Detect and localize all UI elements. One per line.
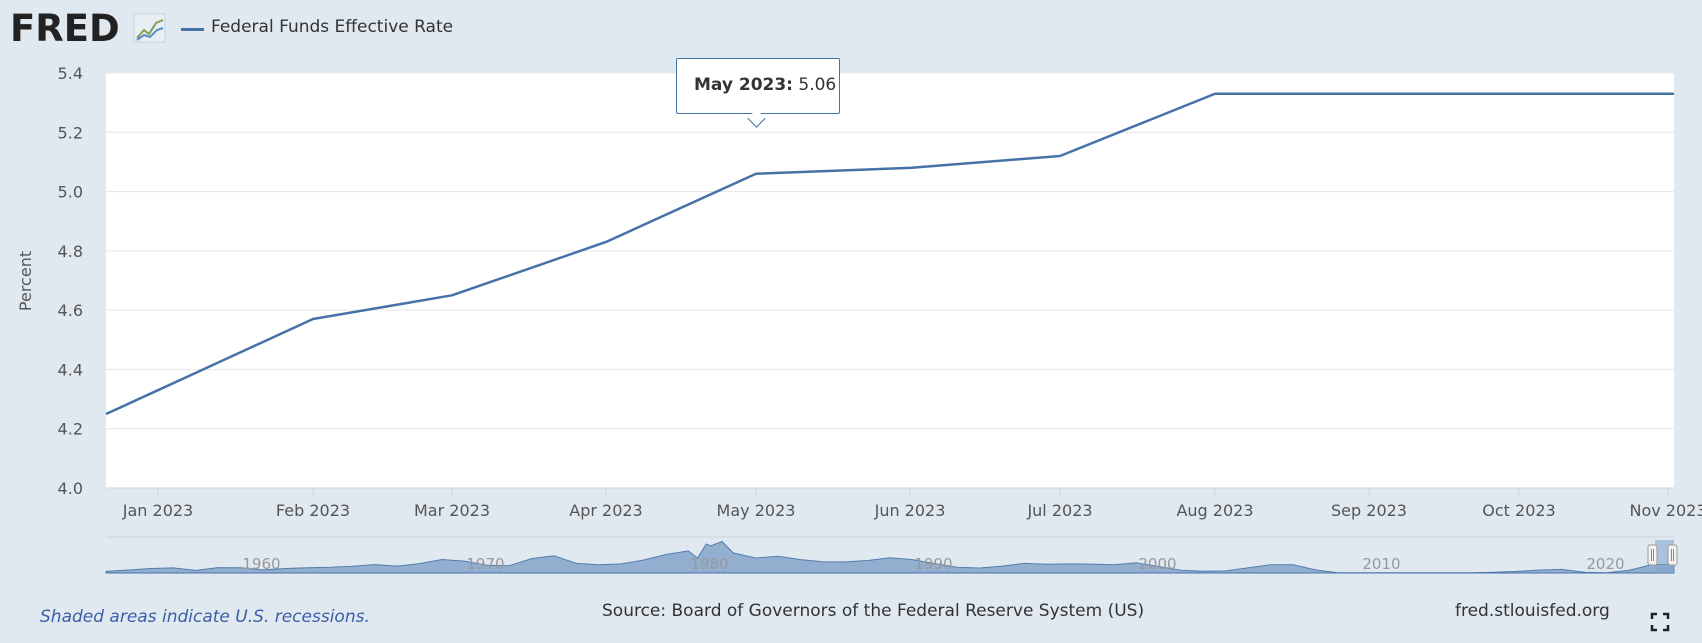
legend-series-swatch: [181, 28, 204, 31]
grid-lines: [106, 72, 1674, 489]
navigator-tick-label: 1990: [914, 555, 952, 573]
y-tick-label: 4.8: [58, 242, 83, 261]
data-tooltip: May 2023: 5.06: [676, 58, 840, 114]
x-tick-label: Oct 2023: [1482, 501, 1555, 520]
x-tick-label: Sep 2023: [1331, 501, 1407, 520]
navigator-series: [105, 540, 1675, 574]
navigator-tick-label: 1960: [242, 555, 280, 573]
chart: 4.0 4.2 4.4 4.6 4.8 5.0 5.2 5.4 Jan 2023 Feb 202…: [16, 64, 1702, 574]
fred-logo[interactable]: FRED: [10, 6, 170, 48]
navigator-handle-right[interactable]: [1667, 544, 1678, 566]
range-navigator[interactable]: 1960 1970 1980 1990 2000 2010 2020: [105, 536, 1678, 574]
y-tick-label: 5.0: [58, 183, 83, 202]
y-tick-label: 4.4: [58, 360, 83, 379]
legend-series-label[interactable]: Federal Funds Effective Rate: [211, 17, 454, 37]
plot-background: [106, 73, 1674, 488]
x-tick-label: Jul 2023: [1026, 501, 1092, 520]
y-tick-label: 4.0: [58, 479, 83, 498]
navigator-tick-label: 1980: [690, 555, 728, 573]
navigator-ticks: 1960 1970 1980 1990 2000 2010 2020: [242, 555, 1624, 573]
source-text: Source: Board of Governors of the Federa…: [602, 601, 1145, 621]
fred-logo-text: FRED: [10, 7, 120, 48]
tooltip-value: 5.06: [798, 75, 837, 95]
series-line[interactable]: [105, 92, 1674, 416]
x-axis: Jan 2023 Feb 2023 Mar 2023 Apr 2023 May 2023…: [106, 487, 1702, 520]
y-tick-label: 5.4: [58, 64, 83, 83]
navigator-tick-label: 2010: [1362, 555, 1400, 573]
x-tick-label: Nov 2023: [1629, 501, 1702, 520]
recession-note: Shaded areas indicate U.S. recessions.: [40, 607, 370, 627]
navigator-tick-label: 1970: [466, 555, 504, 573]
y-axis-label: Percent: [16, 251, 35, 311]
x-tick-label: Feb 2023: [276, 501, 350, 520]
fred-url-link[interactable]: fred.stlouisfed.org: [1455, 601, 1610, 621]
x-tick-label: Apr 2023: [569, 501, 642, 520]
x-tick-label: Mar 2023: [414, 501, 490, 520]
navigator-handle-left[interactable]: [1647, 544, 1658, 566]
x-tick-label: Jan 2023: [122, 501, 193, 520]
tooltip-date: May 2023:: [694, 75, 793, 95]
x-tick-label: May 2023: [717, 501, 796, 520]
navigator-tick-label: 2000: [1138, 555, 1176, 573]
navigator-tick-label: 2020: [1586, 555, 1624, 573]
x-tick-label: Aug 2023: [1176, 501, 1253, 520]
y-tick-label: 5.2: [58, 123, 83, 142]
navigator-area: [105, 540, 1675, 574]
series-layer: [105, 92, 1674, 416]
y-tick-label: 4.2: [58, 420, 83, 439]
fullscreen-icon[interactable]: [1650, 612, 1670, 632]
y-tick-label: 4.6: [58, 301, 83, 320]
chart-header: FRED Federal Funds Effective Rate: [0, 0, 1702, 60]
y-axis: 4.0 4.2 4.4 4.6 4.8 5.0 5.2 5.4: [58, 64, 83, 498]
x-tick-label: Jun 2023: [874, 501, 946, 520]
fred-logo-graph-icon: [133, 13, 166, 43]
